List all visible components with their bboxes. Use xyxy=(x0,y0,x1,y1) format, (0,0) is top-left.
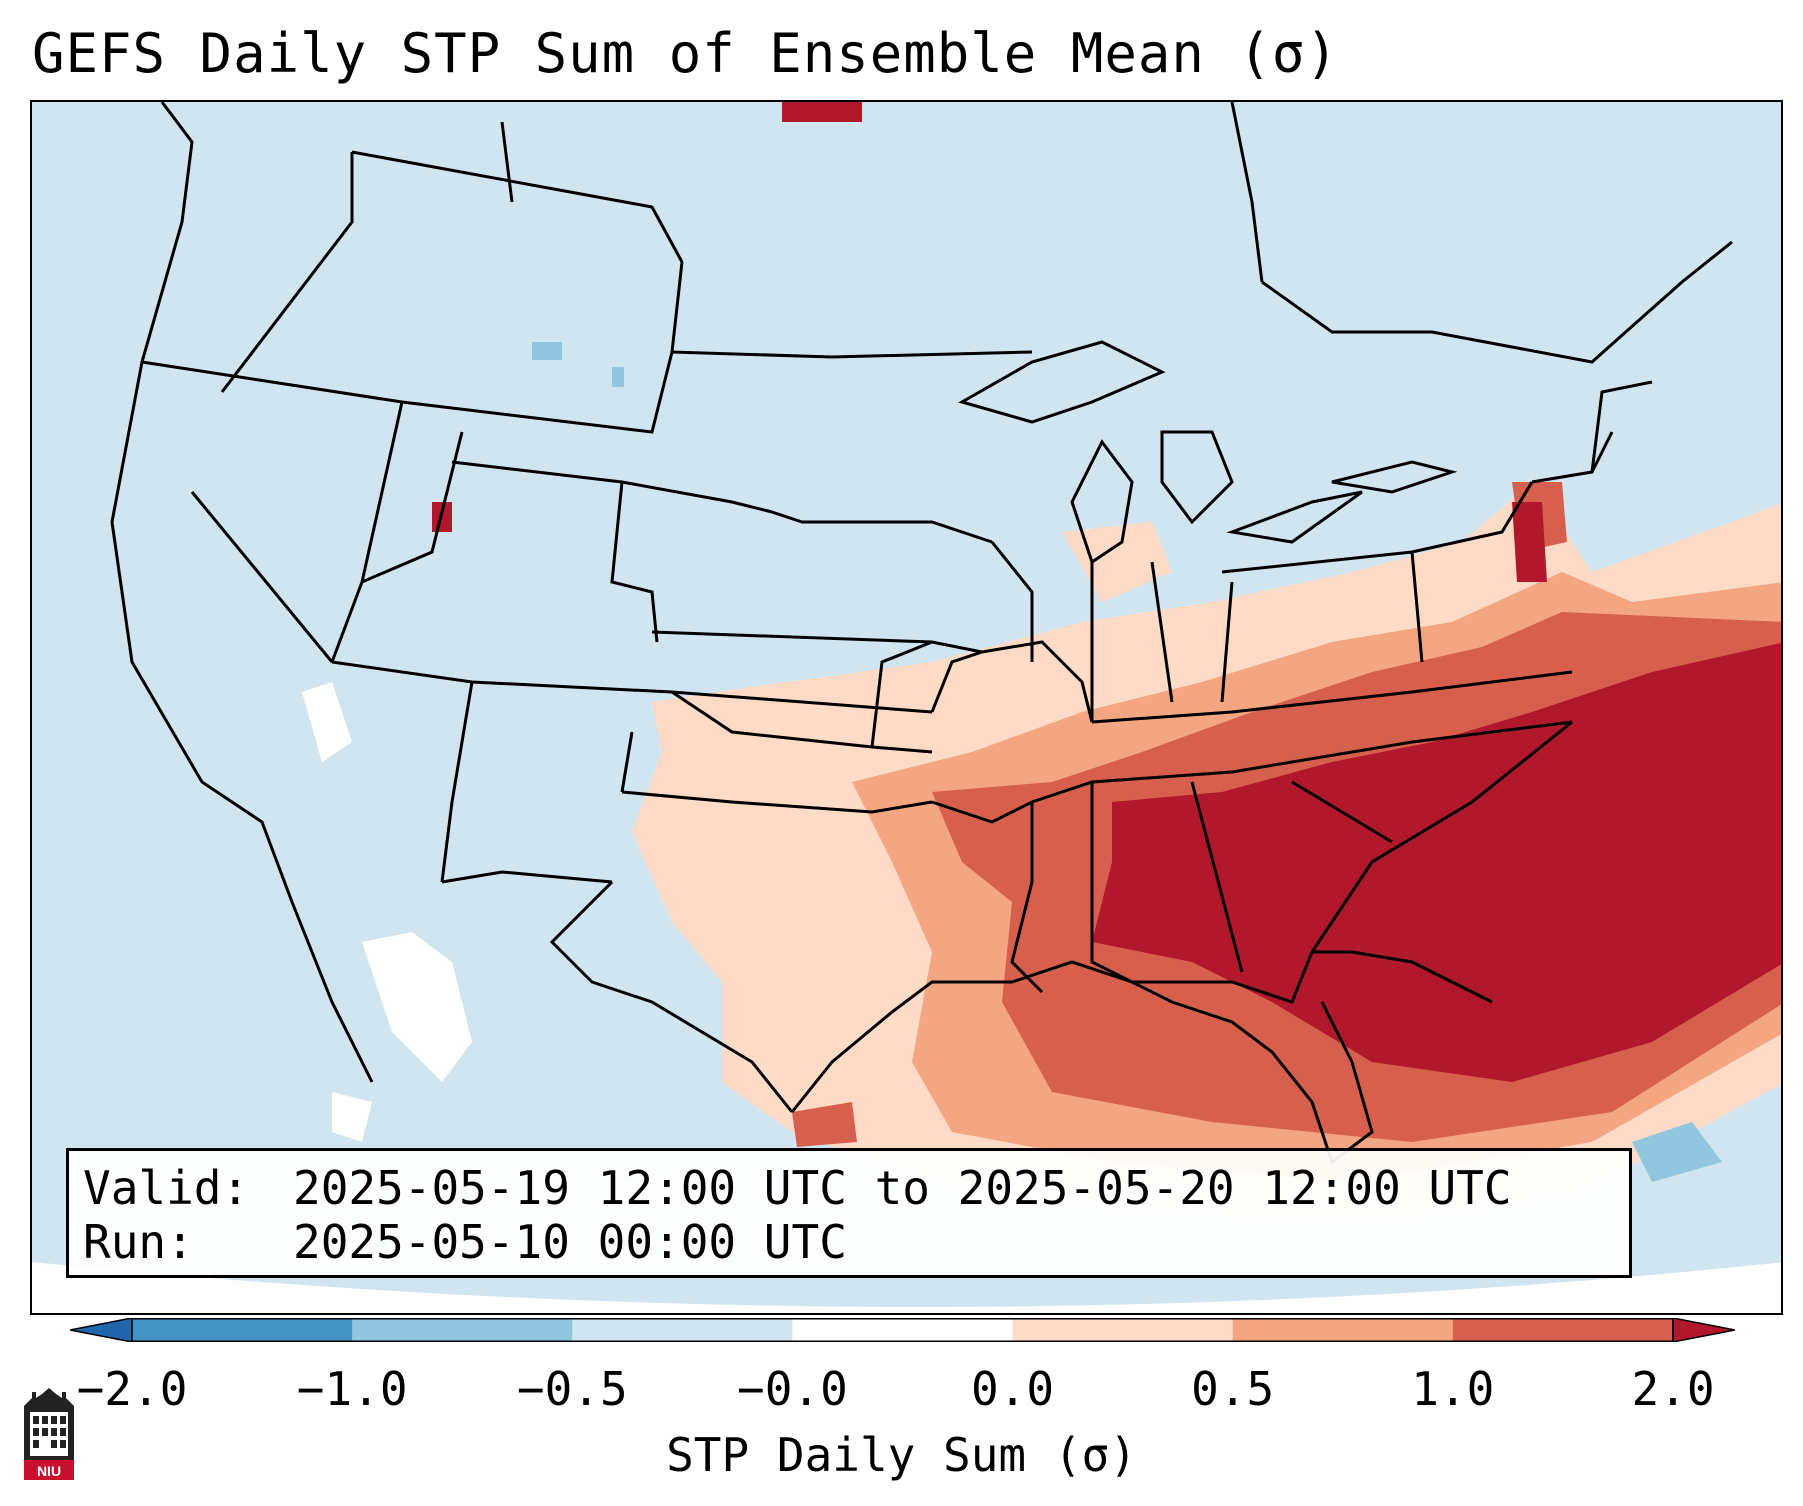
chart-title: GEFS Daily STP Sum of Ensemble Mean (σ) xyxy=(32,22,1339,85)
colorbar-bin xyxy=(352,1318,573,1342)
colorbar-extend-high xyxy=(1672,1318,1735,1342)
valid-row: Valid: 2025-05-19 12:00 UTC to 2025-05-20… xyxy=(83,1161,1615,1215)
valid-value: 2025-05-19 12:00 UTC to 2025-05-20 12:00… xyxy=(293,1161,1512,1215)
colorbar-tick-label: −1.0 xyxy=(296,1362,408,1416)
colorbar-tick-label: 0.0 xyxy=(971,1362,1055,1416)
run-info-box: Valid: 2025-05-19 12:00 UTC to 2025-05-20… xyxy=(66,1148,1632,1278)
colorbar-tick-label: −0.0 xyxy=(737,1362,848,1416)
colorbar-bin xyxy=(792,1318,1014,1342)
colorbar-tick-label: −0.5 xyxy=(516,1362,628,1416)
run-row: Run: 2025-05-10 00:00 UTC xyxy=(83,1215,1615,1269)
colorbar-tick-label: 1.0 xyxy=(1411,1362,1495,1416)
map-panel[interactable] xyxy=(30,100,1783,1315)
logo-text: NIU xyxy=(37,1463,61,1479)
state-boundaries xyxy=(110,102,1733,1113)
colorbar-tick-label: 0.5 xyxy=(1191,1362,1275,1416)
map-canvas xyxy=(32,102,1781,1313)
colorbar-bin xyxy=(572,1318,793,1342)
colorbar-tick-label: −2.0 xyxy=(76,1362,188,1416)
valid-label: Valid: xyxy=(83,1161,250,1215)
run-label: Run: xyxy=(83,1215,194,1269)
colorbar xyxy=(70,1318,1735,1342)
stp-field-max xyxy=(432,102,1781,1082)
colorbar-bin xyxy=(132,1318,353,1342)
great-lakes xyxy=(958,340,1458,565)
colorbar-label: STP Daily Sum (σ) xyxy=(666,1428,1137,1482)
colorbar-tick-label: 2.0 xyxy=(1631,1362,1715,1416)
stp-field-negative xyxy=(532,342,1722,1182)
stp-field-neutral xyxy=(302,682,472,1142)
coastline-gulf xyxy=(790,950,1493,1165)
niu-logo: NIU xyxy=(24,1388,74,1480)
colorbar-extend-low xyxy=(70,1318,133,1342)
run-value: 2025-05-10 00:00 UTC xyxy=(293,1215,847,1269)
colorbar-outline xyxy=(131,1318,1674,1342)
colorbar-bin xyxy=(1012,1318,1234,1342)
colorbar-bins xyxy=(70,1318,1735,1342)
colorbar-bin xyxy=(1452,1318,1674,1342)
colorbar-bin xyxy=(1232,1318,1454,1342)
